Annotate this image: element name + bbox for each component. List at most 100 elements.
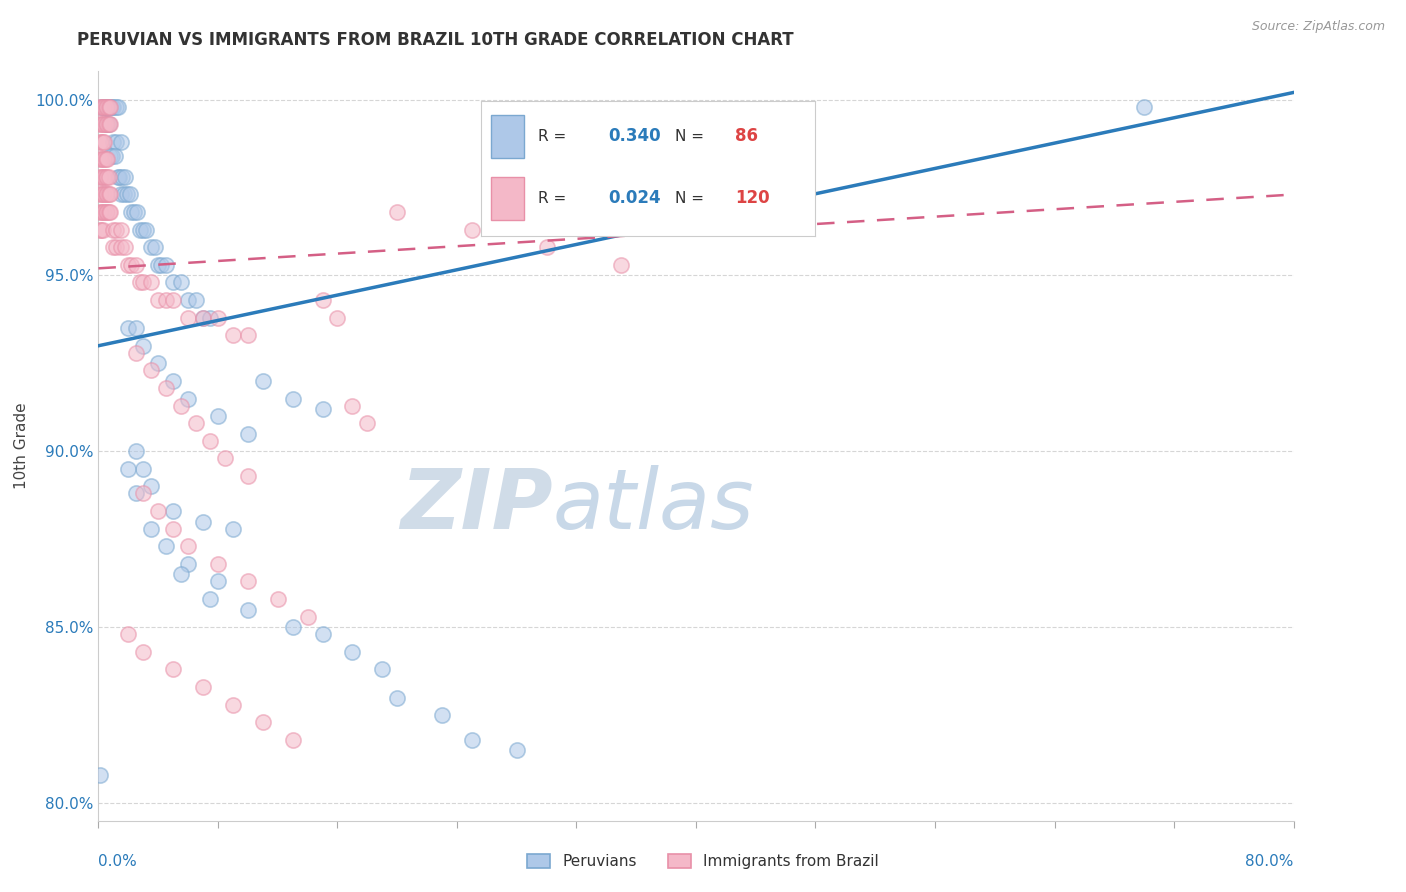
- Point: [89, 117, 111, 131]
- Point: [110, 187, 132, 202]
- Point: [93, 153, 115, 167]
- Point: [191, 515, 214, 529]
- Point: [89, 99, 111, 113]
- Point: [97, 99, 120, 113]
- Point: [148, 293, 170, 307]
- Point: [281, 392, 304, 406]
- Point: [326, 310, 349, 325]
- Point: [162, 374, 184, 388]
- Point: [610, 258, 633, 272]
- Point: [93, 205, 115, 219]
- Point: [117, 462, 139, 476]
- Point: [184, 416, 207, 430]
- Point: [132, 645, 155, 659]
- Point: [98, 117, 122, 131]
- Point: [177, 310, 200, 325]
- Point: [200, 434, 222, 448]
- Point: [236, 574, 259, 589]
- Point: [132, 462, 155, 476]
- Point: [117, 321, 139, 335]
- Point: [91, 117, 114, 131]
- Point: [169, 567, 191, 582]
- Point: [91, 205, 114, 219]
- Point: [97, 99, 120, 113]
- Point: [125, 444, 148, 458]
- Point: [98, 149, 122, 163]
- Point: [90, 153, 112, 167]
- Point: [89, 169, 111, 184]
- Point: [148, 258, 170, 272]
- Point: [117, 258, 139, 272]
- Point: [90, 222, 112, 236]
- Point: [297, 609, 319, 624]
- Point: [94, 117, 117, 131]
- Point: [162, 522, 184, 536]
- Text: PERUVIAN VS IMMIGRANTS FROM BRAZIL 10TH GRADE CORRELATION CHART: PERUVIAN VS IMMIGRANTS FROM BRAZIL 10TH …: [77, 31, 794, 49]
- Point: [191, 310, 214, 325]
- Point: [311, 402, 333, 417]
- Point: [89, 153, 111, 167]
- Point: [124, 205, 146, 219]
- Point: [89, 135, 111, 149]
- Point: [91, 99, 114, 113]
- Point: [93, 169, 115, 184]
- Point: [90, 187, 112, 202]
- Point: [222, 522, 245, 536]
- Point: [97, 205, 120, 219]
- Point: [96, 117, 118, 131]
- Point: [91, 169, 114, 184]
- Point: [91, 99, 114, 113]
- Point: [91, 153, 114, 167]
- Point: [114, 240, 136, 254]
- Point: [97, 169, 120, 184]
- Point: [93, 99, 115, 113]
- Point: [214, 451, 236, 466]
- Point: [110, 240, 132, 254]
- Point: [148, 504, 170, 518]
- Point: [91, 187, 114, 202]
- Point: [139, 479, 162, 493]
- Point: [177, 293, 200, 307]
- Point: [105, 99, 128, 113]
- Point: [117, 627, 139, 641]
- Point: [184, 293, 207, 307]
- Text: 0.0%: 0.0%: [98, 855, 138, 870]
- Point: [1133, 99, 1156, 113]
- Point: [169, 276, 191, 290]
- Point: [311, 293, 333, 307]
- Point: [162, 276, 184, 290]
- Point: [89, 222, 111, 236]
- Point: [103, 222, 125, 236]
- Point: [105, 240, 128, 254]
- Point: [430, 708, 453, 723]
- Point: [150, 258, 173, 272]
- Point: [93, 99, 115, 113]
- Point: [461, 222, 484, 236]
- Legend: Peruvians, Immigrants from Brazil: Peruvians, Immigrants from Brazil: [522, 848, 884, 875]
- Point: [101, 99, 124, 113]
- Point: [90, 169, 112, 184]
- Point: [94, 169, 117, 184]
- Point: [148, 356, 170, 370]
- Point: [125, 321, 148, 335]
- Point: [120, 258, 142, 272]
- Point: [96, 117, 118, 131]
- Point: [236, 426, 259, 441]
- Point: [91, 222, 114, 236]
- Point: [506, 743, 529, 757]
- Point: [162, 293, 184, 307]
- Point: [191, 310, 214, 325]
- Point: [162, 662, 184, 676]
- Point: [104, 149, 127, 163]
- Text: ZIP: ZIP: [399, 466, 553, 547]
- Point: [96, 169, 118, 184]
- Point: [207, 310, 229, 325]
- Point: [105, 222, 128, 236]
- Point: [90, 99, 112, 113]
- Point: [111, 169, 134, 184]
- Point: [461, 732, 484, 747]
- Point: [127, 205, 149, 219]
- Point: [207, 409, 229, 423]
- Point: [139, 363, 162, 377]
- Point: [89, 187, 111, 202]
